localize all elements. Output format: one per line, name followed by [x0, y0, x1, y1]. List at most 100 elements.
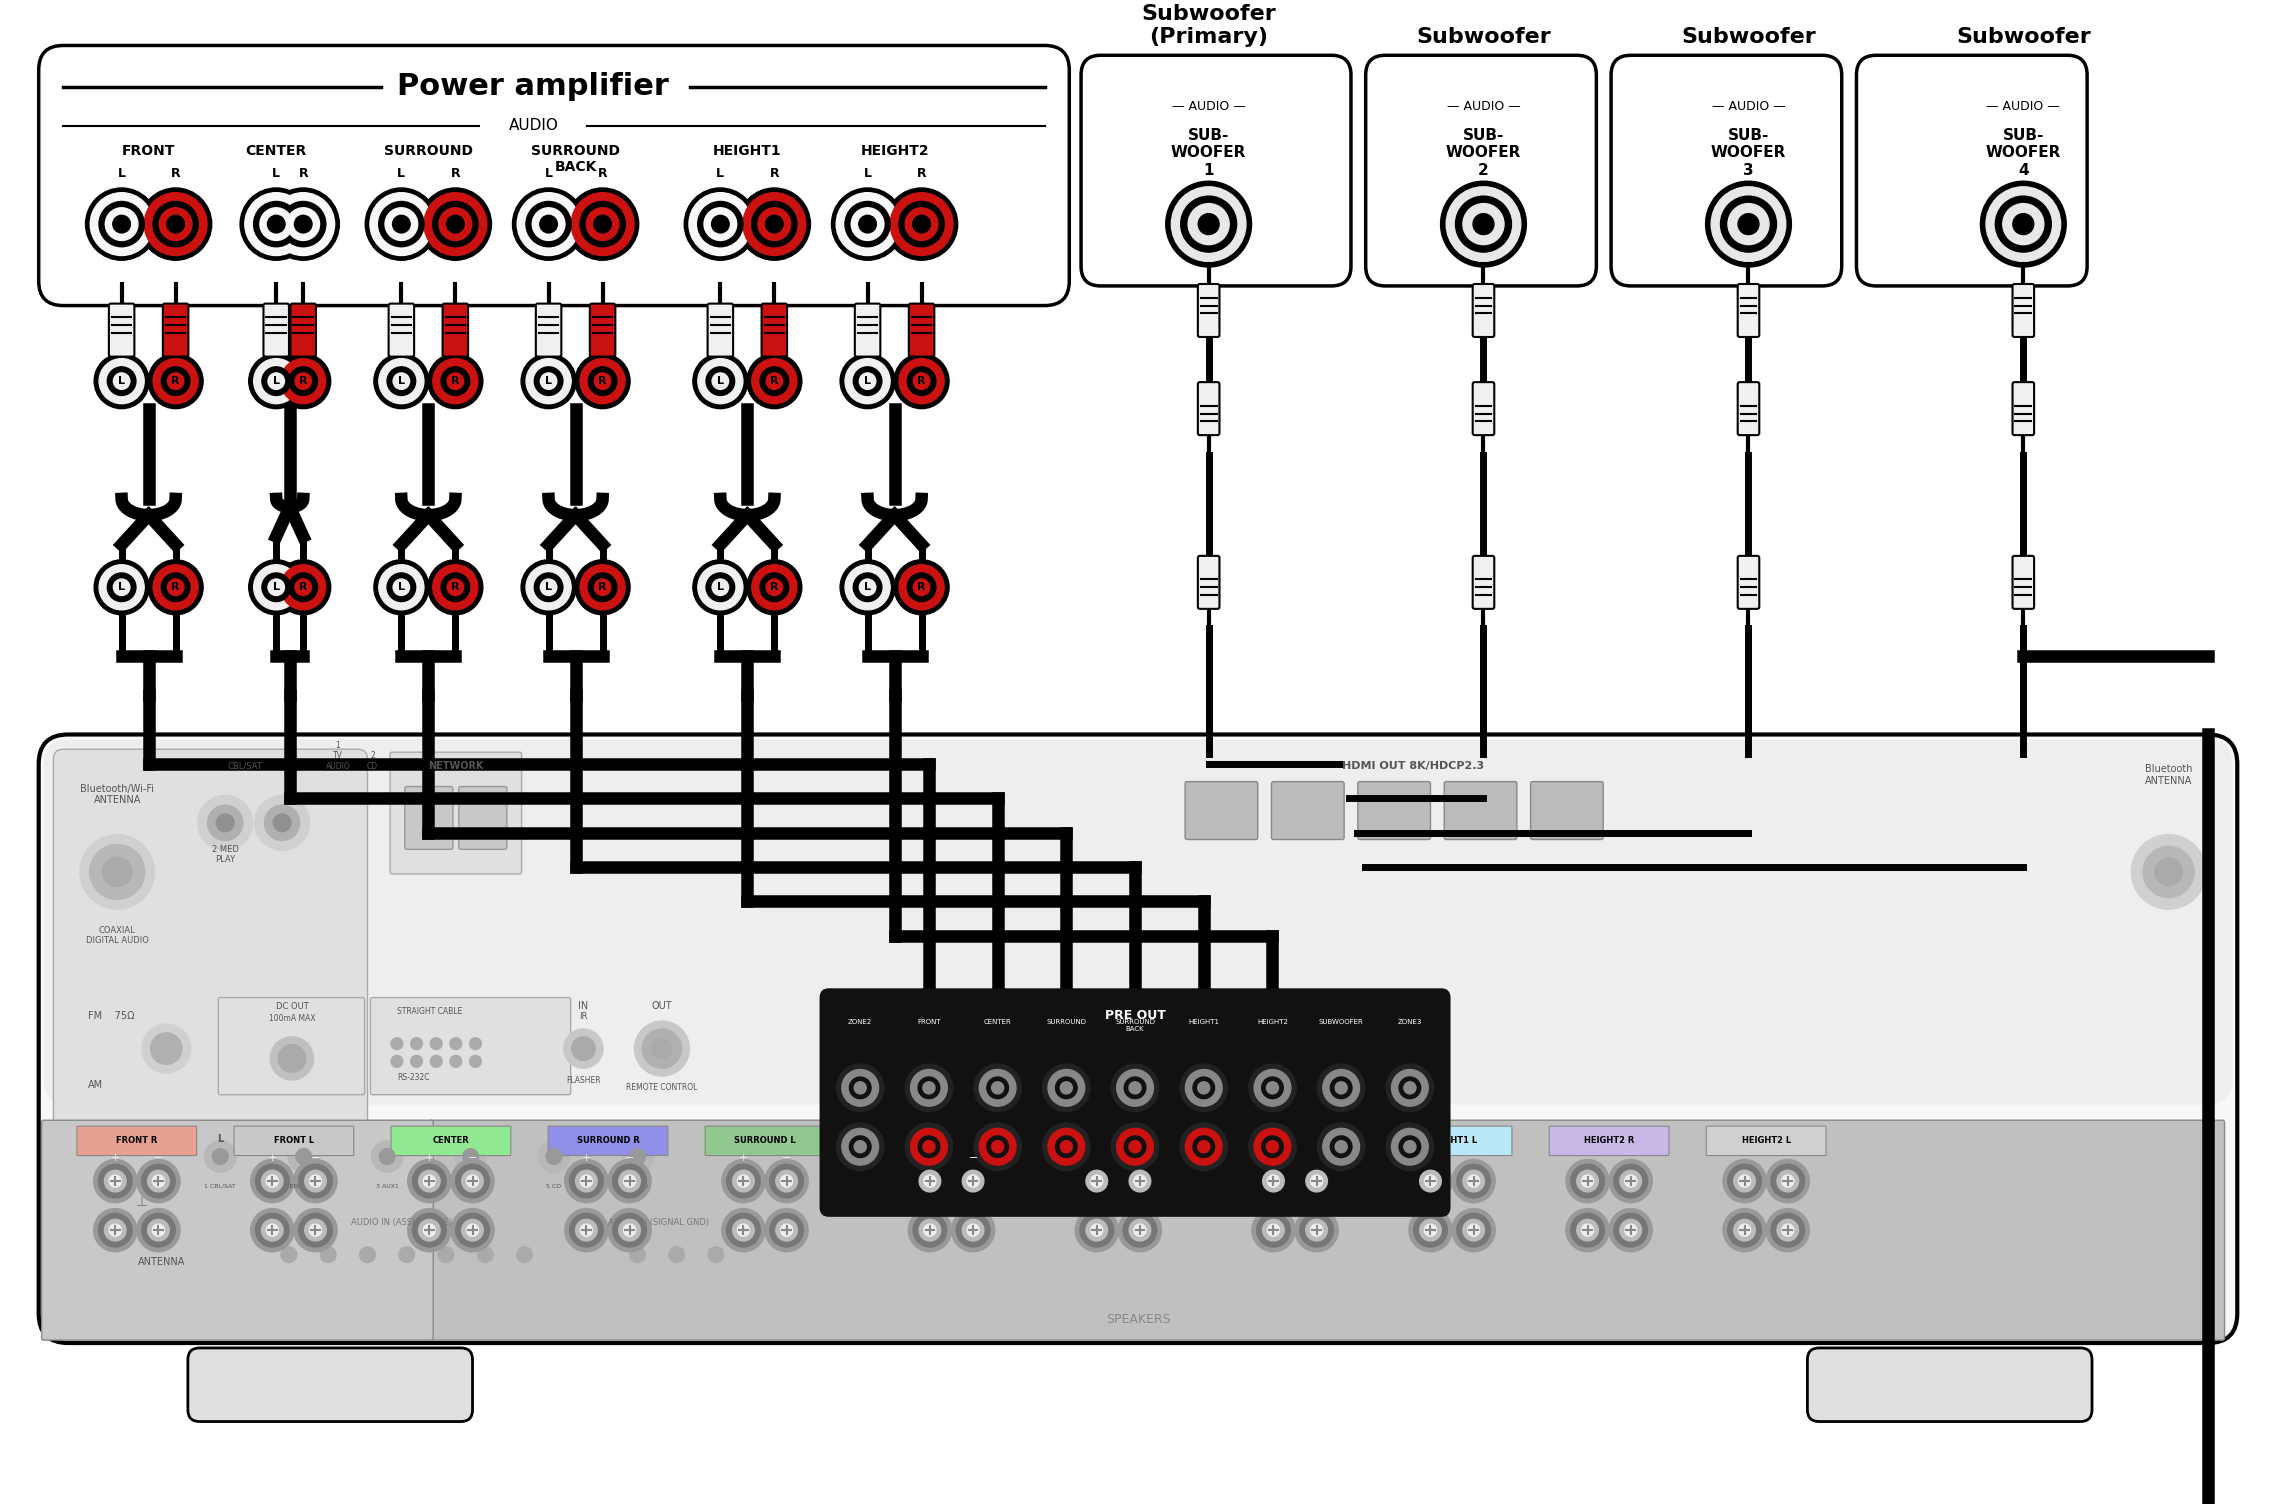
FancyBboxPatch shape	[1199, 556, 1219, 609]
Circle shape	[1456, 1214, 1490, 1247]
Circle shape	[255, 796, 309, 850]
Circle shape	[373, 559, 430, 615]
Circle shape	[849, 1077, 871, 1098]
Circle shape	[380, 358, 423, 403]
Circle shape	[1081, 1214, 1112, 1247]
Circle shape	[539, 1142, 569, 1172]
Circle shape	[580, 358, 626, 403]
Circle shape	[139, 188, 212, 260]
Circle shape	[967, 1224, 978, 1236]
FancyBboxPatch shape	[1738, 284, 1759, 337]
Circle shape	[305, 1170, 325, 1191]
Circle shape	[569, 1214, 603, 1247]
Circle shape	[1060, 1140, 1072, 1152]
Circle shape	[253, 202, 298, 247]
Circle shape	[1267, 1081, 1279, 1093]
Circle shape	[1727, 1214, 1761, 1247]
Circle shape	[1081, 1164, 1112, 1197]
Circle shape	[371, 1142, 403, 1172]
Text: L: L	[273, 376, 280, 387]
Circle shape	[207, 805, 243, 841]
Circle shape	[919, 1077, 940, 1098]
Circle shape	[1249, 1065, 1297, 1111]
FancyBboxPatch shape	[1738, 556, 1759, 609]
Circle shape	[105, 208, 139, 241]
Text: +: +	[926, 1154, 935, 1164]
Text: L: L	[273, 582, 280, 593]
FancyBboxPatch shape	[189, 1348, 473, 1421]
FancyBboxPatch shape	[762, 304, 787, 356]
Circle shape	[1294, 1160, 1338, 1203]
Circle shape	[1197, 1140, 1210, 1152]
Circle shape	[371, 193, 432, 256]
Circle shape	[899, 564, 944, 609]
Circle shape	[1765, 1160, 1809, 1203]
Circle shape	[978, 1128, 1017, 1166]
Circle shape	[594, 373, 610, 390]
Circle shape	[694, 559, 748, 615]
Circle shape	[1620, 1170, 1643, 1191]
Text: SURROUND R: SURROUND R	[576, 1137, 639, 1146]
Text: R: R	[917, 376, 926, 387]
Text: SUB-
WOOFER
2: SUB- WOOFER 2	[1447, 128, 1522, 177]
Circle shape	[612, 1214, 646, 1247]
FancyBboxPatch shape	[430, 1120, 2225, 1340]
Circle shape	[1781, 1224, 1793, 1236]
Circle shape	[619, 1220, 639, 1241]
Circle shape	[1720, 196, 1777, 253]
Circle shape	[733, 1170, 755, 1191]
FancyBboxPatch shape	[537, 304, 562, 356]
Text: R: R	[171, 376, 180, 387]
Circle shape	[737, 1224, 748, 1236]
Text: L: L	[118, 167, 125, 180]
FancyBboxPatch shape	[892, 1126, 1012, 1155]
Circle shape	[1056, 1077, 1076, 1098]
Circle shape	[455, 1164, 489, 1197]
Circle shape	[837, 1065, 885, 1111]
Text: Subwoofer: Subwoofer	[1681, 27, 1815, 48]
Text: SUB-
WOOFER
1: SUB- WOOFER 1	[1172, 128, 1247, 177]
Circle shape	[569, 1164, 603, 1197]
Circle shape	[280, 564, 325, 609]
Circle shape	[455, 1142, 487, 1172]
Circle shape	[466, 1224, 478, 1236]
Circle shape	[571, 193, 635, 256]
Circle shape	[703, 208, 737, 241]
FancyBboxPatch shape	[1549, 1126, 1670, 1155]
Circle shape	[168, 373, 184, 390]
Text: R: R	[298, 376, 307, 387]
FancyBboxPatch shape	[77, 1126, 196, 1155]
Circle shape	[246, 193, 307, 256]
Circle shape	[1192, 1136, 1215, 1158]
Circle shape	[196, 1133, 246, 1181]
Circle shape	[430, 1056, 441, 1068]
Circle shape	[275, 353, 330, 409]
Circle shape	[1706, 180, 1790, 268]
Circle shape	[726, 1164, 760, 1197]
Circle shape	[1254, 1069, 1290, 1105]
Text: SPEAKERS: SPEAKERS	[1106, 1313, 1169, 1327]
Circle shape	[275, 559, 330, 615]
Circle shape	[737, 188, 810, 260]
Text: AM: AM	[89, 1080, 102, 1090]
Text: HEIGHT2 L: HEIGHT2 L	[1743, 1137, 1790, 1146]
Circle shape	[698, 202, 744, 247]
Text: R: R	[598, 582, 607, 593]
Circle shape	[837, 1123, 885, 1170]
Circle shape	[141, 1024, 191, 1074]
Circle shape	[1165, 180, 1251, 268]
Circle shape	[1451, 1160, 1495, 1203]
Text: 2 MEDIA PLAYER: 2 MEDIA PLAYER	[278, 1184, 330, 1190]
Circle shape	[1385, 1065, 1433, 1111]
Text: — AUDIO —: — AUDIO —	[1986, 99, 2061, 113]
Circle shape	[992, 1140, 1003, 1152]
Circle shape	[758, 208, 792, 241]
FancyBboxPatch shape	[405, 787, 453, 850]
Circle shape	[1624, 1224, 1636, 1236]
Circle shape	[428, 559, 482, 615]
Circle shape	[423, 1224, 435, 1236]
Text: CENTER: CENTER	[432, 1137, 469, 1146]
Circle shape	[419, 1220, 439, 1241]
Text: ⊥: ⊥	[136, 1194, 148, 1209]
Circle shape	[1294, 1209, 1338, 1251]
